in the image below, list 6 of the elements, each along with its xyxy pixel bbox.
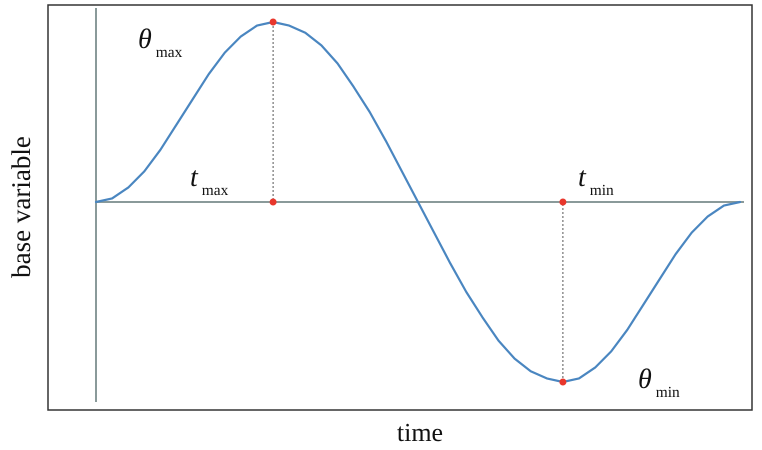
annotation: θ$_{max}$ (138, 24, 183, 60)
annotation: θ$_{min}$ (638, 364, 680, 400)
annotation: t$_{max}$ (190, 162, 229, 198)
x-axis-title: time (396, 418, 444, 447)
y-axis-title: base variable (6, 136, 36, 278)
annotation: t$_{min}$ (578, 162, 614, 198)
